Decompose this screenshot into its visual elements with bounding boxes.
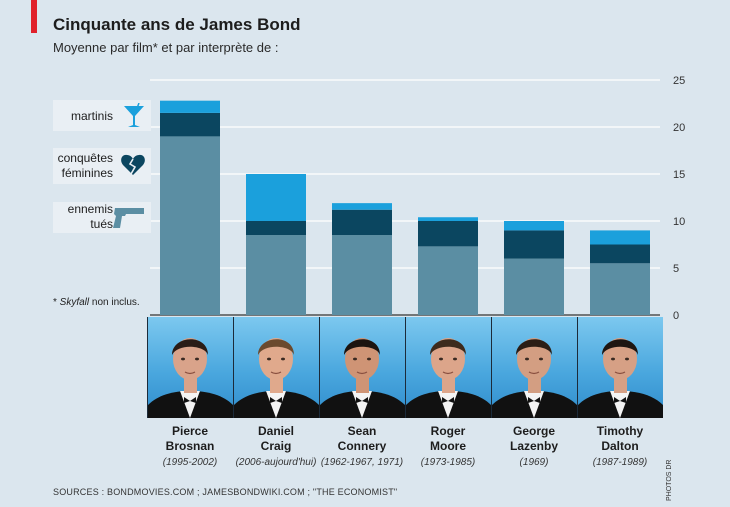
bar-segment bbox=[246, 235, 306, 315]
bar-segment bbox=[332, 235, 392, 315]
portrait-strip bbox=[147, 317, 663, 418]
bar-segment bbox=[590, 244, 650, 264]
bar-segment bbox=[504, 230, 564, 259]
martini-glass-icon bbox=[124, 103, 144, 127]
actor-label: Roger Moore (1973-1985) bbox=[420, 424, 476, 468]
portrait-illustration bbox=[148, 338, 233, 418]
portrait-roger-moore bbox=[406, 317, 491, 418]
bar-segment bbox=[418, 217, 478, 221]
legend-label: féminines bbox=[61, 166, 113, 180]
portrait-daniel-craig bbox=[234, 317, 319, 418]
bar-segment bbox=[590, 263, 650, 315]
portrait-illustration bbox=[320, 338, 405, 418]
y-tick-label: 10 bbox=[673, 216, 685, 228]
actor-label: Timothy Dalton (1987-1989) bbox=[592, 424, 648, 468]
bar-segment bbox=[246, 174, 306, 221]
bar-segment bbox=[590, 230, 650, 245]
bar-segment bbox=[418, 246, 478, 315]
pistol-icon bbox=[113, 208, 144, 228]
legend-item-ennemis: ennemis tués bbox=[53, 202, 151, 233]
photo-credit: PHOTOS DR bbox=[666, 459, 673, 502]
y-tick-label: 25 bbox=[673, 75, 685, 87]
sources-line: SOURCES : BONDMOVIES.COM ; JAMESBONDWIKI… bbox=[53, 487, 398, 497]
portrait-timothy-dalton bbox=[578, 317, 663, 418]
legend-item-martinis: martinis bbox=[53, 100, 151, 131]
actor-label: Daniel Craig (2006-aujourd'hui) bbox=[235, 424, 317, 468]
y-tick-label: 20 bbox=[673, 122, 685, 134]
portrait-illustration bbox=[492, 338, 577, 418]
legend-label: ennemis bbox=[67, 202, 113, 216]
bar-segment bbox=[332, 209, 392, 236]
bar-segment bbox=[418, 221, 478, 247]
portrait-pierce-brosnan bbox=[148, 317, 233, 418]
legend-label: tués bbox=[90, 217, 113, 231]
bar-segment bbox=[160, 100, 220, 113]
portrait-illustration bbox=[578, 338, 663, 418]
y-tick-label: 15 bbox=[673, 169, 685, 181]
actor-label: George Lazenby (1969) bbox=[509, 424, 558, 468]
bar-segment bbox=[160, 136, 220, 315]
portrait-illustration bbox=[406, 338, 491, 418]
bar-segment bbox=[504, 258, 564, 315]
legend-item-conquetes: conquêtes féminines bbox=[53, 148, 151, 184]
broken-heart-icon bbox=[121, 154, 145, 175]
actor-label: Sean Connery (1962-1967, 1971) bbox=[320, 424, 404, 468]
y-tick-label: 5 bbox=[673, 263, 679, 275]
chart-subtitle: Moyenne par film* et par interprète de : bbox=[53, 40, 279, 55]
legend-label: conquêtes bbox=[57, 151, 113, 165]
footnote: * Skyfall non inclus. bbox=[53, 297, 140, 308]
legend-label: martinis bbox=[70, 109, 113, 123]
y-tick-label: 0 bbox=[673, 310, 679, 322]
accent-bar bbox=[31, 0, 37, 33]
portrait-illustration bbox=[234, 338, 319, 418]
bar-segment bbox=[246, 221, 306, 236]
portrait-george-lazenby bbox=[492, 317, 577, 418]
bar-segment bbox=[160, 112, 220, 137]
chart-title: Cinquante ans de James Bond bbox=[53, 15, 301, 34]
actor-label: Pierce Brosnan (1995-2002) bbox=[162, 424, 218, 468]
portrait-sean-connery bbox=[320, 317, 405, 418]
bar-segment bbox=[332, 203, 392, 210]
bar-segment bbox=[504, 221, 564, 231]
